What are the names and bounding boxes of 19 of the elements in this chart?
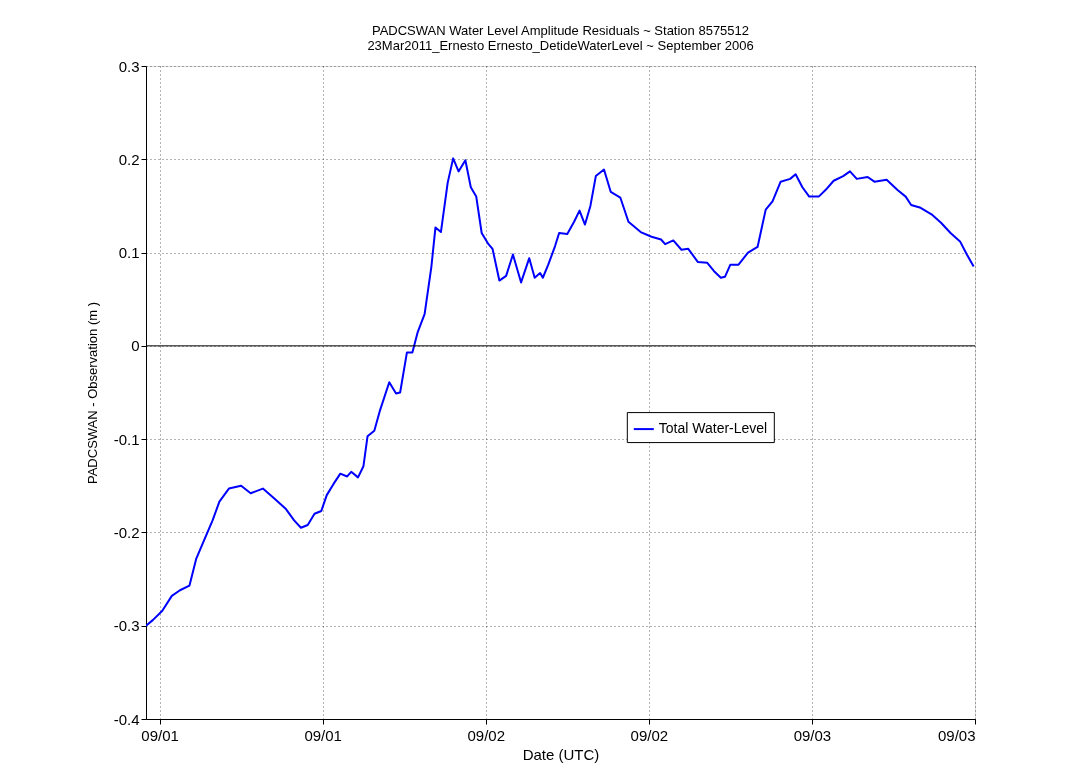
y-tick-label: -0.4 (113, 710, 140, 728)
x-axis-title: Date (UTC) (522, 745, 600, 763)
x-tick-label: 09/03 (937, 726, 976, 744)
chart-subtitle: 23Mar2011_Ernesto Ernesto_DetideWaterLevel ~ September 2006 (367, 38, 754, 53)
x-tick-label: 09/02 (630, 726, 669, 744)
y-axis-title: PADCSWAN - Observation (m ) (84, 301, 100, 485)
y-tick-label: 0.3 (118, 57, 140, 75)
x-tick-label: 09/02 (467, 726, 506, 744)
y-tick-label: -0.1 (113, 430, 140, 448)
y-tick-label: 0 (131, 337, 140, 355)
y-tick-label: 0.1 (118, 244, 140, 262)
x-tick-label: 09/01 (141, 726, 179, 744)
y-tick-label: 0.2 (118, 150, 140, 168)
x-tick-label: 09/03 (793, 726, 832, 744)
y-tick-label: -0.2 (113, 523, 140, 541)
y-tick-label: -0.3 (113, 617, 140, 635)
chart-title: PADCSWAN Water Level Amplitude Residuals ~ Station 8575512 (371, 23, 750, 38)
legend-label: Total Water-Level (658, 420, 768, 437)
x-tick-label: 09/01 (304, 726, 342, 744)
